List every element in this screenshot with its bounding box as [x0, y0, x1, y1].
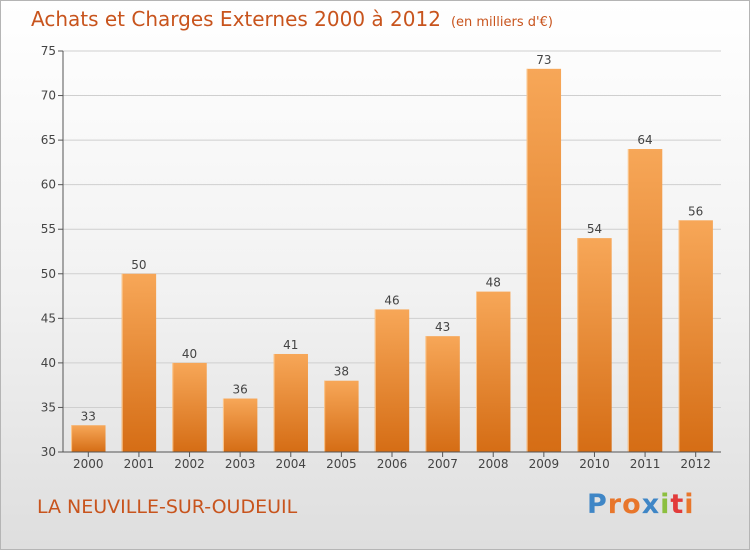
chart-title: Achats et Charges Externes 2000 à 2012 [31, 7, 441, 31]
x-tick-label: 2004 [275, 457, 306, 471]
x-tick-label: 2002 [174, 457, 205, 471]
x-tick-label: 2008 [478, 457, 509, 471]
y-tick-label: 50 [41, 267, 56, 281]
data-label-2000: 33 [81, 409, 96, 423]
data-label-2009: 73 [536, 53, 551, 67]
data-label-2003: 36 [233, 383, 248, 397]
y-tick-label: 45 [41, 311, 56, 325]
bar-2006 [374, 309, 410, 452]
bar-2011 [627, 149, 663, 452]
x-tick-label: 2010 [579, 457, 610, 471]
logo-letter: t [670, 489, 685, 520]
chart-header: Achats et Charges Externes 2000 à 2012 (e… [31, 7, 553, 31]
x-tick-label: 2009 [529, 457, 560, 471]
data-label-2008: 48 [486, 276, 501, 290]
data-label-2004: 41 [283, 338, 298, 352]
x-tick-label: 2000 [73, 457, 104, 471]
logo-letter: o [622, 489, 642, 520]
place-name: LA NEUVILLE-SUR-OUDEUIL [37, 496, 298, 518]
chart-unit: (en milliers d'€) [450, 15, 553, 30]
data-label-2007: 43 [435, 320, 450, 334]
bar-2000 [71, 425, 106, 452]
x-tick-label: 2005 [326, 457, 357, 471]
data-label-2006: 46 [384, 293, 399, 307]
y-tick-label: 35 [41, 400, 56, 414]
data-label-2012: 56 [688, 204, 703, 218]
data-label-2010: 54 [587, 222, 602, 236]
bar-2004 [273, 353, 308, 452]
bar-2007 [425, 336, 460, 452]
logo-letter: i [660, 489, 671, 520]
y-tick-label: 30 [41, 445, 56, 459]
bar-2010 [577, 238, 612, 452]
bar-2012 [678, 220, 713, 452]
y-tick-label: 55 [41, 222, 56, 236]
data-label-2005: 38 [334, 365, 349, 379]
bars: 33 50 40 36 41 38 46 43 48 73 54 64 56 [71, 53, 713, 453]
logo-letter: P [587, 489, 608, 520]
x-tick-label: 2011 [630, 457, 661, 471]
y-tick-label: 60 [41, 178, 56, 192]
bar-2005 [324, 380, 359, 452]
data-label-2001: 50 [131, 258, 146, 272]
x-tick-label: 2007 [427, 457, 458, 471]
x-tick-label: 2012 [680, 457, 711, 471]
data-label-2002: 40 [182, 347, 197, 361]
bar-2001 [121, 273, 157, 452]
logo-letter: r [607, 489, 623, 520]
axes: 30 35 40 45 50 55 60 65 70 75 2000 2001 2002 2003 2004… [41, 44, 721, 471]
bar-2003 [222, 398, 258, 452]
logo-letter: x [641, 489, 661, 520]
bar-2002 [172, 362, 207, 452]
data-label-2011: 64 [637, 133, 652, 147]
proxiti-logo[interactable]: Proxiti [587, 489, 695, 520]
y-tick-label: 40 [41, 356, 56, 370]
x-tick-label: 2001 [124, 457, 155, 471]
y-tick-label: 70 [41, 89, 56, 103]
bar-2009 [526, 68, 562, 453]
y-tick-label: 75 [41, 44, 56, 58]
x-tick-label: 2006 [377, 457, 408, 471]
x-tick-label: 2003 [225, 457, 256, 471]
bar-2008 [476, 291, 511, 452]
y-tick-label: 65 [41, 133, 56, 147]
logo-letter: i [684, 489, 695, 520]
